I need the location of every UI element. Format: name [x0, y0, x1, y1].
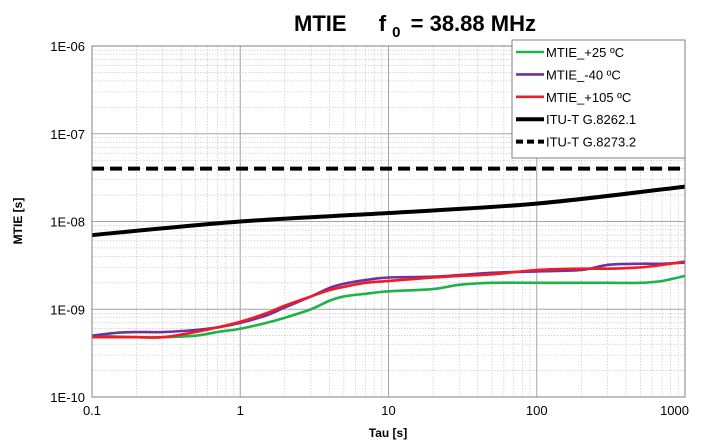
y-tick-label: 1E-09	[50, 302, 85, 317]
x-tick-labels: 0.1 1 10 100 1000	[83, 403, 689, 418]
chart-title-symbol: f	[379, 11, 387, 36]
y-tick-label: 1E-10	[50, 390, 85, 405]
series-itu-g8262-1	[91, 184, 686, 238]
y-tick-label: 1E-07	[50, 127, 85, 142]
legend-label: ITU-T G.8262.1	[546, 112, 636, 127]
chart-title-subscript: 0	[392, 24, 400, 41]
x-tick-label: 100	[526, 403, 548, 418]
plot-frame	[91, 45, 686, 398]
chart-title: MTIE f 0 = 38.88 MHz	[294, 11, 536, 42]
legend-label: MTIE_+105 ºC	[546, 90, 631, 105]
x-tick-label: 1	[237, 403, 244, 418]
series-layer	[91, 166, 686, 339]
legend-label: MTIE_+25 ºC	[546, 45, 624, 60]
x-axis-label: Tau [s]	[369, 426, 407, 440]
legend: MTIE_+25 ºC MTIE_-40 ºC MTIE_+105 ºC ITU-T …	[511, 39, 686, 159]
x-tick-label: 1000	[660, 403, 689, 418]
y-tick-label: 1E-08	[50, 215, 85, 230]
series-mtie-plus25	[91, 274, 686, 339]
x-tick-label: 10	[381, 403, 395, 418]
legend-label: ITU-T G.8273.2	[546, 135, 636, 150]
y-tick-labels: 1E-10 1E-09 1E-08 1E-07 1E-06	[50, 39, 85, 405]
y-tick-label: 1E-06	[50, 39, 85, 54]
legend-label: MTIE_-40 ºC	[546, 67, 621, 82]
chart-title-value: = 38.88 MHz	[411, 11, 536, 36]
x-tick-label: 0.1	[83, 403, 101, 418]
series-mtie-plus105	[92, 260, 686, 339]
legend-box	[511, 39, 686, 159]
chart-title-main: MTIE	[294, 11, 347, 36]
y-axis-label: MTIE [s]	[11, 198, 25, 245]
